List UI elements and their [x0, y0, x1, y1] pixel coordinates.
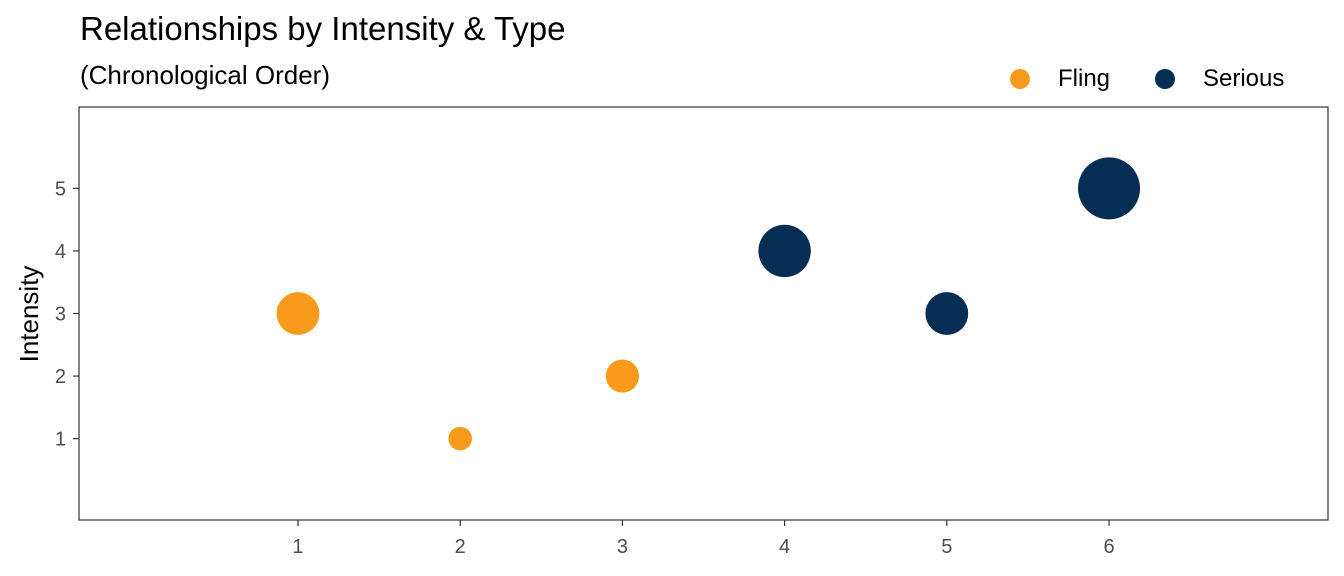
data-point-serious [1078, 157, 1141, 220]
y-tick-label: 2 [55, 366, 66, 388]
data-point-serious [925, 292, 969, 335]
data-point-serious [758, 224, 811, 278]
y-axis-title: Intensity [14, 266, 44, 363]
axis-ticks: 1 2 3 4 5 6 1 2 3 4 5 [55, 178, 1115, 558]
legend: Fling Serious [1010, 62, 1310, 96]
y-tick-label: 3 [55, 304, 66, 326]
data-point-fling [276, 292, 320, 335]
x-tick-label: 5 [941, 536, 952, 558]
x-tick-label: 1 [292, 536, 303, 558]
data-points [276, 157, 1141, 451]
x-tick-label: 4 [779, 536, 790, 558]
x-tick-label: 3 [617, 536, 628, 558]
legend-key-fling [1010, 69, 1030, 89]
plot-panel [78, 106, 1329, 521]
legend-key-serious [1155, 69, 1175, 89]
y-tick-label: 5 [55, 178, 66, 200]
legend-label-serious: Serious [1203, 65, 1285, 92]
chart-subtitle: (Chronological Order) [80, 60, 330, 90]
legend-item-fling: Fling [1010, 62, 1110, 96]
x-tick-label: 2 [455, 536, 466, 558]
y-tick-label: 4 [55, 241, 66, 263]
y-tick-label: 1 [55, 429, 66, 451]
legend-item-serious: Serious [1155, 62, 1284, 96]
legend-label-fling: Fling [1058, 65, 1111, 92]
data-point-fling [448, 426, 472, 451]
data-point-fling [605, 359, 639, 393]
chart-title: Relationships by Intensity & Type [80, 10, 566, 47]
x-tick-label: 6 [1103, 536, 1114, 558]
